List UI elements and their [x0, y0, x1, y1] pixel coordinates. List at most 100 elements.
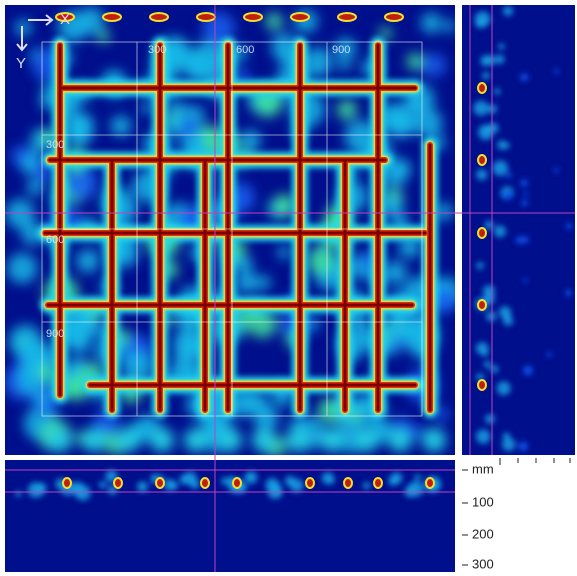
blob: [414, 473, 421, 481]
blob: [493, 225, 506, 238]
blob: [240, 129, 261, 151]
blob: [473, 100, 489, 116]
blob: [481, 349, 489, 357]
depth-label: 300: [472, 556, 494, 571]
rebar-section: [232, 477, 242, 489]
blob: [484, 220, 494, 230]
blob: [362, 481, 371, 490]
blob: [515, 236, 524, 244]
blob: [96, 29, 110, 43]
front-heatmap: [15, 469, 442, 501]
top-blob: [337, 12, 357, 22]
top-blob: [384, 12, 404, 22]
blob: [137, 481, 148, 493]
blob: [20, 158, 37, 174]
blob: [6, 253, 38, 284]
blob: [141, 102, 154, 115]
blob: [398, 236, 421, 259]
blob: [273, 194, 297, 218]
edge-blob: [116, 428, 140, 452]
blob: [232, 45, 248, 61]
blob: [406, 53, 424, 71]
blob: [168, 101, 187, 120]
blob: [383, 260, 407, 285]
rebar-section: [425, 477, 435, 489]
x-axis-label: X: [60, 11, 70, 28]
grid-label: 600: [236, 44, 254, 56]
blob: [553, 167, 559, 173]
blob: [15, 19, 32, 37]
side-heatmap: [473, 5, 573, 452]
edge-blob: [388, 428, 412, 452]
blob: [521, 199, 528, 207]
grid-overlay: [41, 41, 423, 417]
blob: [483, 360, 491, 368]
blob: [163, 479, 176, 491]
rebar-section: [113, 477, 123, 489]
depth-ruler: [462, 458, 571, 566]
top-blob: [149, 12, 169, 22]
blob: [248, 309, 277, 338]
grid-label: 900: [46, 328, 64, 340]
edge-blob: [286, 428, 310, 452]
blob: [520, 73, 529, 82]
blob: [492, 160, 509, 176]
blob: [334, 37, 357, 60]
edge-blob: [150, 428, 174, 452]
blob: [255, 275, 271, 291]
edge-blob: [252, 428, 276, 452]
blob: [518, 441, 529, 452]
crosshair: [5, 5, 575, 572]
blob: [183, 471, 197, 485]
blob: [520, 179, 528, 187]
blob: [236, 271, 258, 293]
blob: [413, 108, 443, 138]
blob: [498, 43, 505, 50]
blob: [553, 68, 559, 74]
blob: [496, 381, 511, 396]
blob: [74, 484, 91, 501]
blob: [338, 58, 351, 72]
blob: [435, 202, 453, 221]
blob: [63, 165, 98, 200]
blob: [546, 351, 552, 358]
blob: [506, 172, 512, 179]
blob: [253, 405, 279, 431]
rebar-section: [155, 477, 165, 489]
blob: [486, 311, 497, 322]
top-blob: [290, 12, 310, 22]
blob: [503, 142, 510, 149]
blob: [289, 416, 304, 431]
blob: [172, 346, 196, 370]
blob: [302, 47, 333, 77]
grid-label: 900: [332, 44, 350, 56]
rebar-section: [477, 227, 487, 239]
blob: [476, 373, 484, 381]
rebar-section: [343, 477, 353, 489]
blob: [34, 482, 47, 495]
blob: [265, 12, 283, 31]
blob: [483, 125, 493, 134]
blob: [378, 27, 392, 40]
blob: [235, 256, 254, 274]
blob: [76, 249, 100, 273]
blob: [327, 477, 335, 485]
blob: [493, 88, 501, 95]
blob: [21, 222, 44, 246]
blob: [388, 476, 399, 486]
blob: [443, 19, 455, 33]
blob: [501, 437, 516, 452]
blob: [485, 414, 495, 424]
blob: [244, 472, 253, 481]
blob: [5, 199, 35, 229]
depth-label: 100: [472, 494, 494, 509]
rebar-section: [373, 477, 383, 489]
blob: [38, 363, 57, 382]
y-axis-label: Y: [16, 55, 26, 72]
blob: [495, 54, 505, 65]
grid-label: 600: [46, 234, 64, 246]
blob: [289, 478, 304, 493]
top-blob: [196, 12, 216, 22]
